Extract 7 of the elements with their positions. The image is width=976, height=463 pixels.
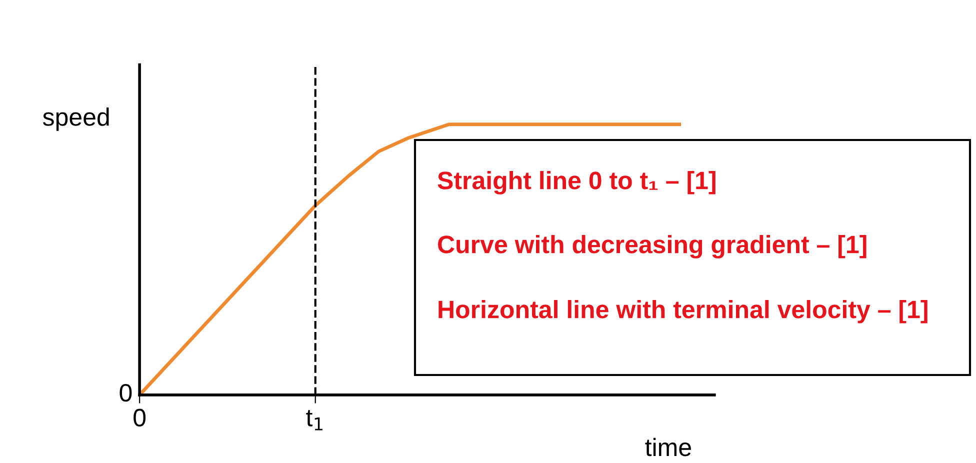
x-axis-title: time bbox=[645, 438, 691, 456]
annotation: Curve with decreasing gradient – [1] bbox=[438, 235, 866, 258]
x-tick-label: t$_{1}$ bbox=[306, 410, 322, 430]
annotation: Horizontal line with terminal velocity – [1] bbox=[438, 300, 928, 324]
y-axis-title: speed bbox=[42, 108, 109, 131]
annotation: Straight line 0 to t₁ – [1] bbox=[438, 171, 716, 194]
text: 0 bbox=[120, 384, 132, 402]
